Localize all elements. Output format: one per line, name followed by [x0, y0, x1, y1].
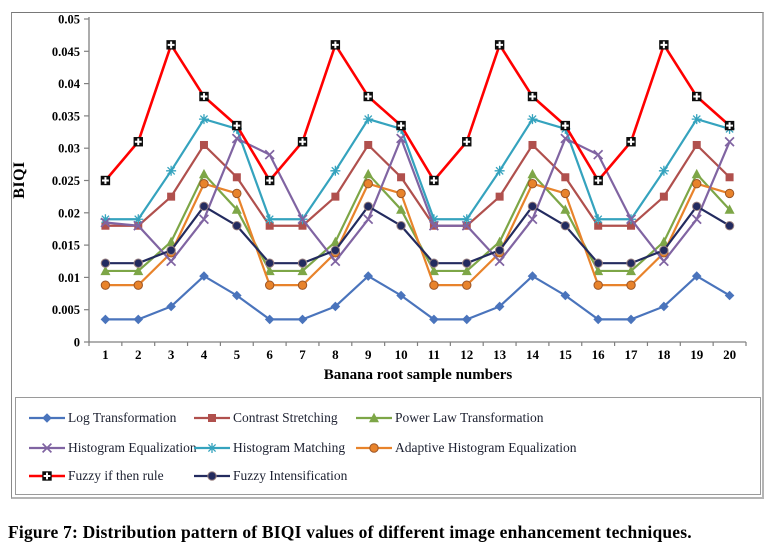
x-tick-label: 18	[657, 347, 671, 362]
y-tick-label: 0.005	[52, 303, 80, 317]
x-tick-label: 15	[559, 347, 573, 362]
y-tick-label: 0.04	[58, 77, 81, 91]
x-tick-label: 19	[690, 347, 704, 362]
y-tick-label: 0.035	[52, 109, 80, 123]
x-tick-label: 12	[460, 347, 473, 362]
x-tick-label: 7	[299, 347, 306, 362]
series-fuzzy-intensification	[100, 201, 735, 268]
x-tick-label: 11	[428, 347, 440, 362]
chart-frame: 0 0.005 0.01 0.015 0.02 0.025 0.03 0.035 0.04 0.0…	[11, 12, 764, 499]
legend-label: Power Law Transformation	[395, 410, 544, 425]
legend-marker-histogram-matching	[194, 443, 230, 453]
legend-marker-power-law-transformation	[356, 412, 392, 423]
x-tick-label: 20	[723, 347, 736, 362]
legend-label: Adaptive Histogram Equalization	[395, 440, 577, 455]
x-tick-label: 13	[493, 347, 507, 362]
series-histogram-matching	[100, 114, 735, 225]
x-tick-label: 5	[234, 347, 241, 362]
x-tick-label: 6	[266, 347, 273, 362]
x-axis-title: Banana root sample numbers	[323, 367, 513, 383]
x-tick-label: 14	[526, 347, 540, 362]
legend-marker-log-transformation	[29, 413, 65, 423]
legend-item-fuzzy-intensification: Fuzzy Intensification	[192, 461, 347, 491]
legend-marker-fuzzy-if-then-rule	[29, 471, 65, 481]
legend-item-histogram-matching: Histogram Matching	[192, 433, 345, 463]
x-tick-label: 4	[201, 347, 208, 362]
legend-item-adaptive-histogram-equalization: Adaptive Histogram Equalization	[354, 433, 576, 463]
legend-item-log-transformation: Log Transformation	[27, 403, 176, 433]
legend-label: Histogram Matching	[233, 440, 346, 455]
y-tick-label: 0	[74, 336, 80, 350]
y-tick-label: 0.03	[58, 142, 80, 156]
y-tick-label: 0.02	[58, 206, 80, 220]
legend-item-fuzzy-if-then-rule: Fuzzy if then rule	[27, 461, 164, 491]
series-histogram-equalization	[100, 133, 735, 267]
y-tick-label: 0.01	[58, 271, 80, 285]
y-tick-label: 0.025	[52, 174, 80, 188]
x-tick-label: 8	[332, 347, 339, 362]
y-tick-label: 0.015	[52, 239, 80, 253]
x-tick-label: 9	[365, 347, 372, 362]
legend-label: Log Transformation	[68, 410, 177, 425]
x-tick-label: 1	[102, 347, 109, 362]
legend-item-power-law-transformation: Power Law Transformation	[354, 403, 544, 433]
legend-marker-adaptive-histogram-equalization	[356, 443, 392, 453]
series-log-transformation	[100, 271, 735, 325]
legend-label: Fuzzy Intensification	[233, 468, 348, 483]
legend-label: Contrast Stretching	[233, 410, 338, 425]
chart-legend: Log Transformation Contrast Stretching Pow…	[15, 397, 761, 495]
legend-marker-histogram-equalization	[29, 442, 65, 454]
legend-marker-fuzzy-intensification	[194, 471, 230, 481]
x-tick-label: 17	[625, 347, 639, 362]
chart-canvas: 0 0.005 0.01 0.015 0.02 0.025 0.03 0.035 0.04 0.0…	[52, 13, 747, 362]
x-tick-label: 3	[168, 347, 175, 362]
y-tick-label: 0.045	[52, 45, 80, 59]
legend-marker-contrast-stretching	[194, 414, 230, 422]
legend-item-histogram-equalization: Histogram Equalization	[27, 433, 197, 463]
series-fuzzy-if-then-rule	[100, 40, 735, 186]
y-tick-label: 0.05	[58, 13, 80, 27]
figure-caption: Figure 7: Distribution pattern of BIQI v…	[8, 522, 692, 542]
x-tick-label: 10	[395, 347, 408, 362]
x-tick-label: 2	[135, 347, 142, 362]
legend-label: Histogram Equalization	[68, 440, 197, 455]
legend-item-contrast-stretching: Contrast Stretching	[192, 403, 338, 433]
series-adaptive-histogram-equalization	[100, 179, 735, 290]
legend-label: Fuzzy if then rule	[68, 468, 164, 483]
x-tick-label: 16	[592, 347, 606, 362]
y-axis-title: BIQI	[11, 161, 28, 199]
